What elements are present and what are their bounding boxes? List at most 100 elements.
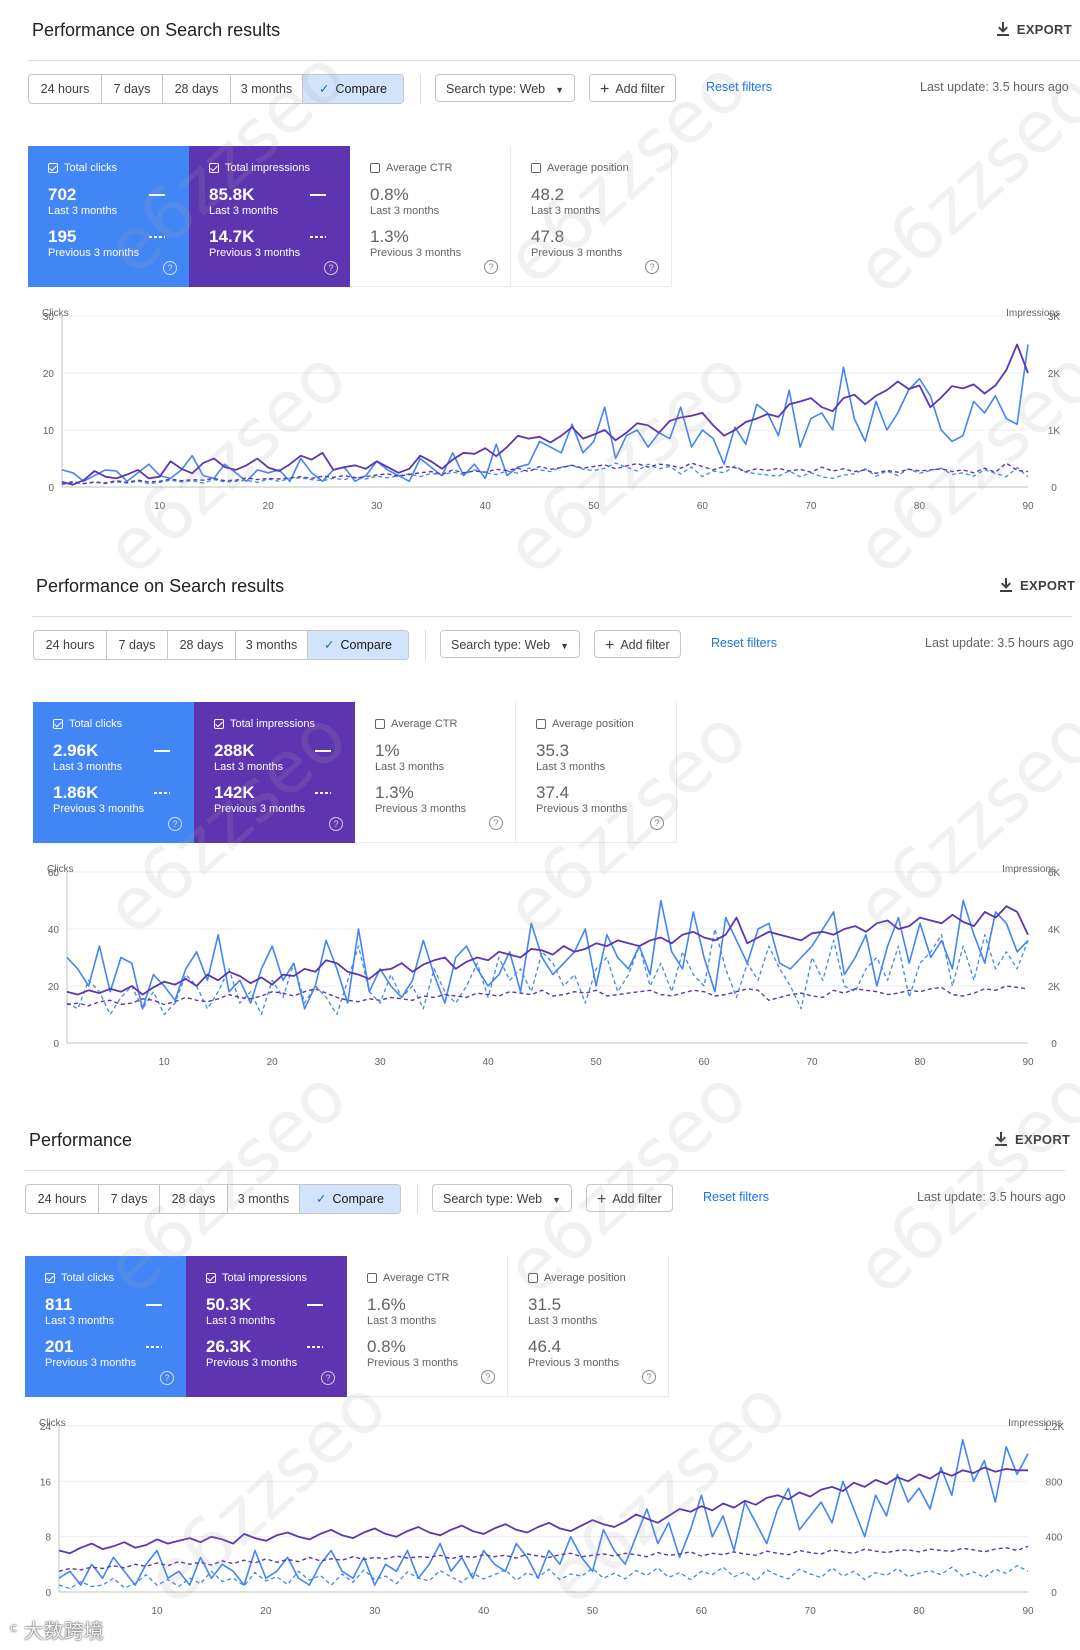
average-ctr-card[interactable]: Average CTR 1% Last 3 months 1.3% Previo… [355, 702, 516, 843]
total-impressions-card[interactable]: Total impressions 50.3K Last 3 months 26… [186, 1256, 347, 1397]
x-tick-label: 50 [591, 1057, 603, 1068]
x-tick-label: 60 [696, 1606, 708, 1617]
total-clicks-card[interactable]: Total clicks 2.96K Last 3 months 1.86K P… [33, 702, 194, 843]
metric-prev-value: 1.3% [375, 783, 414, 802]
range-28-days[interactable]: 28 days [163, 75, 231, 103]
help-icon[interactable]: ? [168, 817, 182, 831]
help-icon[interactable]: ? [324, 261, 338, 275]
series-line [61, 343, 1029, 486]
help-icon[interactable]: ? [329, 817, 343, 831]
header-divider [25, 1170, 1065, 1171]
series-line [66, 905, 1029, 996]
metric-label: Total clicks [64, 162, 118, 174]
x-tick-label: 40 [483, 1057, 495, 1068]
y-left-tick-label: 0 [53, 1039, 59, 1050]
range-3-months[interactable]: 3 months [236, 631, 308, 659]
range-compare[interactable]: ✓ Compare [308, 631, 408, 659]
export-label: EXPORT [1016, 22, 1072, 37]
export-button[interactable]: EXPORT [1000, 578, 1075, 595]
x-tick-label: 80 [914, 1606, 926, 1617]
dashed-line-legend-icon [315, 792, 331, 794]
metric-prev-period: Previous 3 months [53, 803, 145, 815]
help-icon[interactable]: ? [481, 1370, 495, 1384]
range-compare[interactable]: ✓ Compare [303, 75, 403, 103]
date-range-group: 24 hours 7 days 28 days 3 months ✓ Compar… [33, 630, 409, 660]
export-button[interactable]: EXPORT [995, 1132, 1070, 1149]
performance-panel-3: Performance EXPORT 24 hours 7 days 28 da… [0, 1110, 1080, 1650]
average-position-card[interactable]: Average position 31.5 Last 3 months 46.4… [508, 1256, 669, 1397]
total-clicks-card[interactable]: Total clicks 702 Last 3 months 195 Previ… [28, 146, 189, 287]
help-icon[interactable]: ? [650, 816, 664, 830]
x-tick-label: 30 [371, 501, 383, 512]
average-position-card[interactable]: Average position 35.3 Last 3 months 37.4… [516, 702, 677, 843]
range-7-days[interactable]: 7 days [107, 631, 168, 659]
metric-label: Average position [544, 1272, 626, 1284]
average-position-card[interactable]: Average position 48.2 Last 3 months 47.8… [511, 146, 672, 287]
total-clicks-card[interactable]: Total clicks 811 Last 3 months 201 Previ… [25, 1256, 186, 1397]
x-tick-label: 70 [805, 1606, 817, 1617]
help-icon[interactable]: ? [160, 1371, 174, 1385]
solid-line-legend-icon [146, 1304, 162, 1306]
help-icon[interactable]: ? [484, 260, 498, 274]
reset-filters-link[interactable]: Reset filters [711, 636, 777, 650]
reset-filters-link[interactable]: Reset filters [703, 1190, 769, 1204]
range-compare[interactable]: ✓ Compare [300, 1185, 400, 1213]
range-3-months[interactable]: 3 months [231, 75, 303, 103]
range-24-hours[interactable]: 24 hours [29, 75, 102, 103]
y-right-tick-label: 1.2K [1044, 1422, 1065, 1433]
reset-filters-link[interactable]: Reset filters [706, 80, 772, 94]
range-24-hours[interactable]: 24 hours [26, 1185, 99, 1213]
search-type-dropdown[interactable]: Search type: Web ▼ [432, 1184, 573, 1212]
average-ctr-card[interactable]: Average CTR 0.8% Last 3 months 1.3% Prev… [350, 146, 511, 287]
dashed-line-legend-icon [310, 236, 326, 238]
search-type-dropdown[interactable]: Search type: Web ▼ [435, 74, 576, 102]
range-28-days[interactable]: 28 days [168, 631, 236, 659]
y-right-tick-label: 4K [1048, 925, 1061, 936]
series-line [58, 1565, 1029, 1590]
series-line [66, 928, 1029, 1016]
range-7-days[interactable]: 7 days [102, 75, 163, 103]
checkbox-empty-icon [370, 163, 380, 173]
page-title: Performance on Search results [36, 576, 285, 596]
plus-icon: + [600, 81, 610, 98]
x-tick-label: 20 [263, 501, 275, 512]
range-3-months[interactable]: 3 months [228, 1185, 300, 1213]
help-icon[interactable]: ? [489, 816, 503, 830]
series-line [58, 1466, 1028, 1555]
y-left-tick-label: 8 [45, 1533, 51, 1544]
metric-prev-period: Previous 3 months [370, 247, 462, 259]
total-impressions-card[interactable]: Total impressions 288K Last 3 months 142… [194, 702, 355, 843]
help-icon[interactable]: ? [642, 1370, 656, 1384]
y-right-tick-label: 3K [1048, 312, 1061, 323]
metric-prev-value: 14.7K [209, 227, 255, 246]
range-24-hours[interactable]: 24 hours [34, 631, 107, 659]
plus-icon: + [605, 637, 615, 654]
add-filter-button[interactable]: + Add filter [586, 1184, 673, 1212]
check-icon: ✓ [324, 638, 335, 652]
x-tick-label: 10 [159, 1057, 171, 1068]
metric-prev-value: 201 [45, 1337, 74, 1356]
y-right-tick-label: 6K [1048, 868, 1061, 879]
export-button[interactable]: EXPORT [996, 22, 1072, 39]
y-right-tick-label: 400 [1046, 1533, 1063, 1544]
x-tick-label: 20 [267, 1057, 279, 1068]
average-ctr-card[interactable]: Average CTR 1.6% Last 3 months 0.8% Prev… [347, 1256, 508, 1397]
help-icon[interactable]: ? [321, 1371, 335, 1385]
total-impressions-card[interactable]: Total impressions 85.8K Last 3 months 14… [189, 146, 350, 287]
metric-period: Last 3 months [209, 205, 279, 217]
metric-prev-value: 1.86K [53, 783, 99, 802]
help-icon[interactable]: ? [645, 260, 659, 274]
help-icon[interactable]: ? [163, 261, 177, 275]
left-axis-title: Clicks [47, 864, 74, 875]
range-28-days[interactable]: 28 days [160, 1185, 228, 1213]
metric-prev-value: 46.4 [528, 1337, 562, 1356]
metric-prev-value: 142K [214, 783, 255, 802]
left-axis-title: Clicks [42, 308, 69, 319]
search-type-dropdown[interactable]: Search type: Web ▼ [440, 630, 581, 658]
metric-label: Total clicks [69, 718, 123, 730]
add-filter-button[interactable]: + Add filter [589, 74, 676, 102]
last-update-text: Last update: 3.5 hours ago [925, 636, 1074, 650]
range-7-days[interactable]: 7 days [99, 1185, 160, 1213]
y-left-tick-label: 60 [48, 868, 60, 879]
add-filter-button[interactable]: + Add filter [594, 630, 681, 658]
